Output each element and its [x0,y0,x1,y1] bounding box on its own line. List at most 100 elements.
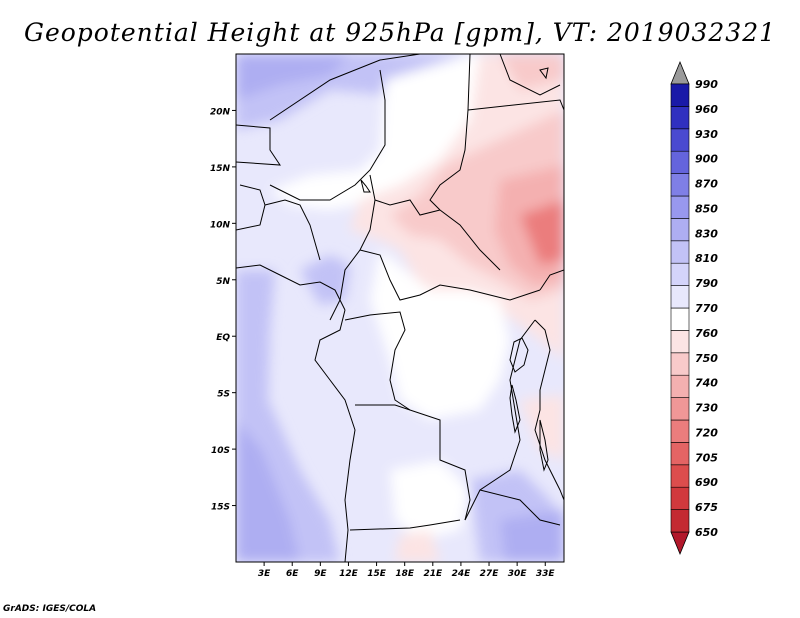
colorbar-label: 675 [695,501,718,514]
colorbar-box [670,240,690,264]
field-south-750 [395,530,440,562]
colorbar-label: 740 [695,377,718,390]
field-south-760 [390,460,470,540]
lon-tick-label: 27E [480,569,500,579]
field-atlantic-higher [236,420,300,562]
lat-tick-label: 10S [211,446,230,456]
field-se-higher [500,510,564,562]
colorbar-box [670,442,690,466]
field-congo-760 [370,250,510,420]
border-car-drc [359,249,541,301]
lon-tick-label: 24E [452,569,472,579]
lon-tick-label: 21E [423,569,443,579]
border-burkina-ghana [264,199,321,261]
lat-tick-label: 15N [210,164,231,174]
lake-victoria [509,337,529,373]
colorbar-label: 760 [695,327,718,340]
colorbar-boxes [670,60,690,556]
colorbar-box [670,150,690,174]
lat-tick-label: 5N [216,277,230,287]
colorbar-box [670,173,690,197]
colorbar-label: 960 [695,103,718,116]
lon-tick-label: 15E [367,569,387,579]
colorbar-label: 810 [695,252,718,265]
border-gabon-congo [344,311,411,411]
border-guinea-coast [236,264,346,311]
lat-tick-label: 5S [217,390,230,400]
lon-tick-label: 9E [314,569,327,579]
colorbar-label: 650 [695,526,718,539]
colorbar-box [670,486,690,510]
border-libya-egypt [499,54,561,96]
colorbar-low-triangle [670,531,690,556]
lat-tick-label: 20N [210,107,231,117]
field-east-720 [520,200,564,265]
lon-tick-label: 33E [536,569,556,579]
lon-tick-label: 3E [258,569,271,579]
colorbar-box [670,195,690,219]
colorbar-label: 900 [695,153,718,166]
colorbar-box [670,128,690,152]
colorbar-box [670,374,690,398]
lon-tick-label: 12E [339,569,359,579]
lake-malawi [539,419,549,472]
map-frame [235,53,565,563]
colorbar-box [670,285,690,309]
colorbar-box [670,419,690,443]
colorbar-label: 930 [695,128,718,141]
colorbar-box [670,509,690,533]
border-chad-sudan [429,54,501,271]
field-guinea-high [300,255,350,305]
lon-tick-label: 6E [286,569,299,579]
lat-tick-label: 10N [210,220,231,230]
lon-tick-label: 18E [395,569,415,579]
lat-tick-label: 15S [211,503,230,513]
border-uganda [539,269,564,291]
lake-chad [360,179,371,193]
colorbar-box [670,262,690,286]
lon-tick-label: 30E [508,569,528,579]
border-west-coast-south [314,309,356,562]
colorbar-label: 750 [695,352,718,365]
colorbar-box [670,83,690,107]
colorbar-box [670,397,690,421]
colorbar-box [670,330,690,354]
footer-credit: GrADS: IGES/COLA [3,604,97,614]
border-angola-namibia [349,519,461,531]
colorbar-label: 870 [695,178,718,191]
geopotential-field [236,54,564,562]
colorbar-box [670,307,690,331]
colorbar-labels: 650 675 690 705 720 730 740 750 760 770 790 810 830 8… [695,78,718,539]
chart-title: Geopotential Height at 925hPa [gpm], VT:… [23,18,777,47]
colorbar-box [670,106,690,130]
field-ne-740 [500,54,564,90]
border-angola-drc [355,404,471,521]
border-east-africa [534,319,564,501]
border-algeria-mali [269,54,421,121]
colorbar-box [670,464,690,488]
colorbar-label: 990 [695,78,718,91]
colorbar-label: 690 [695,476,718,489]
colorbar-label: 830 [695,227,718,240]
colorbar-label: 790 [695,277,718,290]
lat-tick-label: EQ [216,333,230,343]
country-borders [236,54,564,562]
border-zambia [479,489,561,526]
coast-ne [539,67,549,80]
field-north-higher [236,54,350,100]
longitude-axis: 3E 6E 9E 12E 15E 18E 21E 24E 27E 30E 33E [258,562,556,579]
colorbar-label: 705 [695,451,718,464]
border-chad-car [374,199,441,216]
border-egypt [467,99,564,111]
colorbar-label: 850 [695,202,718,215]
lake-tanganyika [509,384,521,434]
colorbar-label: 730 [695,402,718,415]
colorbar-box [670,352,690,376]
colorbar-high-triangle [670,60,690,85]
border-mauritania [236,124,281,166]
colorbar-label: 770 [695,302,718,315]
latitude-axis: 20N 15N 10N 5N EQ 5S 10S 15S [210,107,236,513]
colorbar-box [670,218,690,242]
